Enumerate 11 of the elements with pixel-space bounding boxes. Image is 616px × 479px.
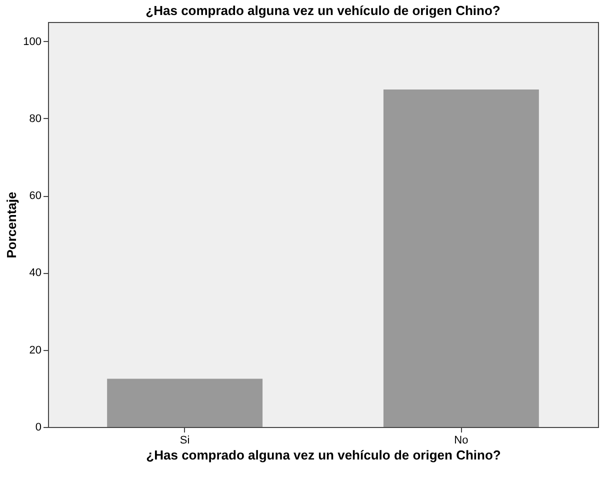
y-tick-label: 20 bbox=[29, 344, 42, 356]
x-tick-label: Si bbox=[180, 434, 190, 446]
x-axis-title: ¿Has comprado alguna vez un vehículo de origen Chino? bbox=[146, 448, 501, 462]
y-tick-label: 60 bbox=[29, 190, 42, 202]
chart-title: ¿Has comprado alguna vez un vehículo de origen Chino? bbox=[146, 3, 500, 18]
y-tick-label: 40 bbox=[29, 267, 42, 280]
y-axis-title: Porcentaje bbox=[4, 192, 20, 258]
x-tick-label: No bbox=[454, 434, 468, 446]
y-tick-label: 100 bbox=[23, 36, 42, 48]
y-tick-label: 0 bbox=[35, 422, 42, 434]
y-tick-label: 80 bbox=[29, 112, 42, 125]
